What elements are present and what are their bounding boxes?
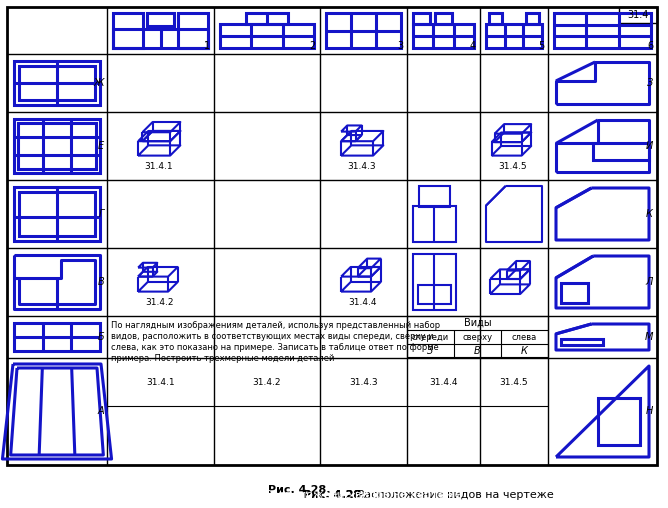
Text: 31.4.1: 31.4.1: [146, 377, 175, 387]
Bar: [561, 283, 589, 303]
Text: 31.4.2: 31.4.2: [145, 298, 173, 307]
Text: слева: слева: [512, 333, 537, 341]
Text: 31.4.5: 31.4.5: [500, 377, 528, 387]
Text: Рис. 4.28.: Рис. 4.28.: [267, 485, 330, 495]
Text: Расположение видов на чертеже: Расположение видов на чертеже: [354, 490, 554, 500]
Bar: [413, 206, 456, 242]
Text: И: И: [646, 141, 653, 151]
Bar: [561, 339, 603, 345]
Text: Рис. 4.28.: Рис. 4.28.: [303, 490, 365, 500]
Text: сверху: сверху: [462, 333, 492, 341]
Text: 31.4: 31.4: [627, 10, 649, 20]
Bar: [19, 192, 95, 236]
Text: Виды: Виды: [464, 318, 491, 328]
Text: Е: Е: [98, 141, 104, 151]
Bar: [554, 13, 651, 48]
Bar: [220, 24, 314, 48]
Text: В: В: [98, 277, 104, 287]
Text: М: М: [645, 332, 653, 342]
Text: А: А: [98, 406, 104, 417]
Text: Б: Б: [98, 332, 104, 342]
Text: Рис. 4.28. Расположение видов на чертеже: Рис. 4.28. Расположение видов на чертеже: [202, 485, 458, 495]
Bar: [19, 66, 95, 100]
Text: К: К: [521, 345, 528, 356]
Text: примера. Построить трехмерные модели деталей: примера. Построить трехмерные модели дет…: [111, 354, 335, 363]
Bar: [178, 13, 208, 48]
Bar: [619, 7, 657, 23]
Bar: [407, 316, 548, 357]
Bar: [18, 123, 96, 169]
Bar: [147, 13, 174, 26]
Bar: [14, 119, 100, 173]
Text: 31.4.3: 31.4.3: [349, 377, 378, 387]
Bar: [113, 29, 208, 48]
Text: 31.4.1: 31.4.1: [145, 162, 173, 171]
Bar: [435, 13, 452, 24]
Text: З: З: [428, 345, 434, 356]
Text: 2: 2: [310, 41, 316, 51]
Bar: [413, 24, 474, 48]
Text: 4: 4: [470, 41, 476, 51]
Bar: [486, 24, 542, 48]
Text: 6: 6: [647, 41, 653, 51]
Text: В: В: [474, 345, 481, 356]
Text: видов, расположить в соответствующих местах виды спереди, сверху и: видов, расположить в соответствующих мес…: [111, 332, 434, 341]
Text: По наглядным изображениям деталей, используя представленный набор: По наглядным изображениям деталей, испол…: [111, 321, 440, 330]
Text: 3: 3: [397, 41, 403, 51]
Text: спереди: спереди: [412, 333, 449, 341]
Text: Л: Л: [646, 277, 653, 287]
Bar: [598, 398, 640, 445]
Bar: [526, 13, 539, 24]
Bar: [14, 187, 100, 241]
Text: 31.4.4: 31.4.4: [430, 377, 458, 387]
Bar: [113, 13, 144, 48]
Text: Ж: Ж: [94, 78, 104, 88]
Bar: [413, 254, 456, 310]
Text: 1: 1: [204, 41, 210, 51]
Text: 31.4.3: 31.4.3: [347, 162, 376, 171]
Bar: [489, 13, 502, 24]
Bar: [593, 143, 649, 160]
Text: 31.4.5: 31.4.5: [498, 162, 527, 171]
Text: 5: 5: [538, 41, 544, 51]
Text: Рис. 4.28.: Рис. 4.28.: [303, 490, 365, 500]
Text: 31.4.2: 31.4.2: [253, 377, 281, 387]
Bar: [419, 186, 450, 207]
Bar: [14, 61, 100, 105]
Text: Г: Г: [99, 209, 104, 219]
Text: З: З: [647, 78, 653, 88]
Bar: [14, 323, 100, 351]
Text: Н: Н: [646, 406, 653, 417]
Text: Рис. 4.28. Расположение видов на чертеже: Рис. 4.28. Расположение видов на чертеже: [206, 490, 462, 500]
Text: К: К: [646, 209, 653, 219]
Text: слева, как это показано на примере. Записать в таблице ответ по форме: слева, как это показано на примере. Запи…: [111, 343, 439, 352]
Bar: [413, 13, 430, 24]
Bar: [418, 285, 451, 304]
Bar: [246, 13, 288, 24]
Text: 31.4.4: 31.4.4: [348, 298, 376, 307]
Bar: [326, 13, 401, 48]
